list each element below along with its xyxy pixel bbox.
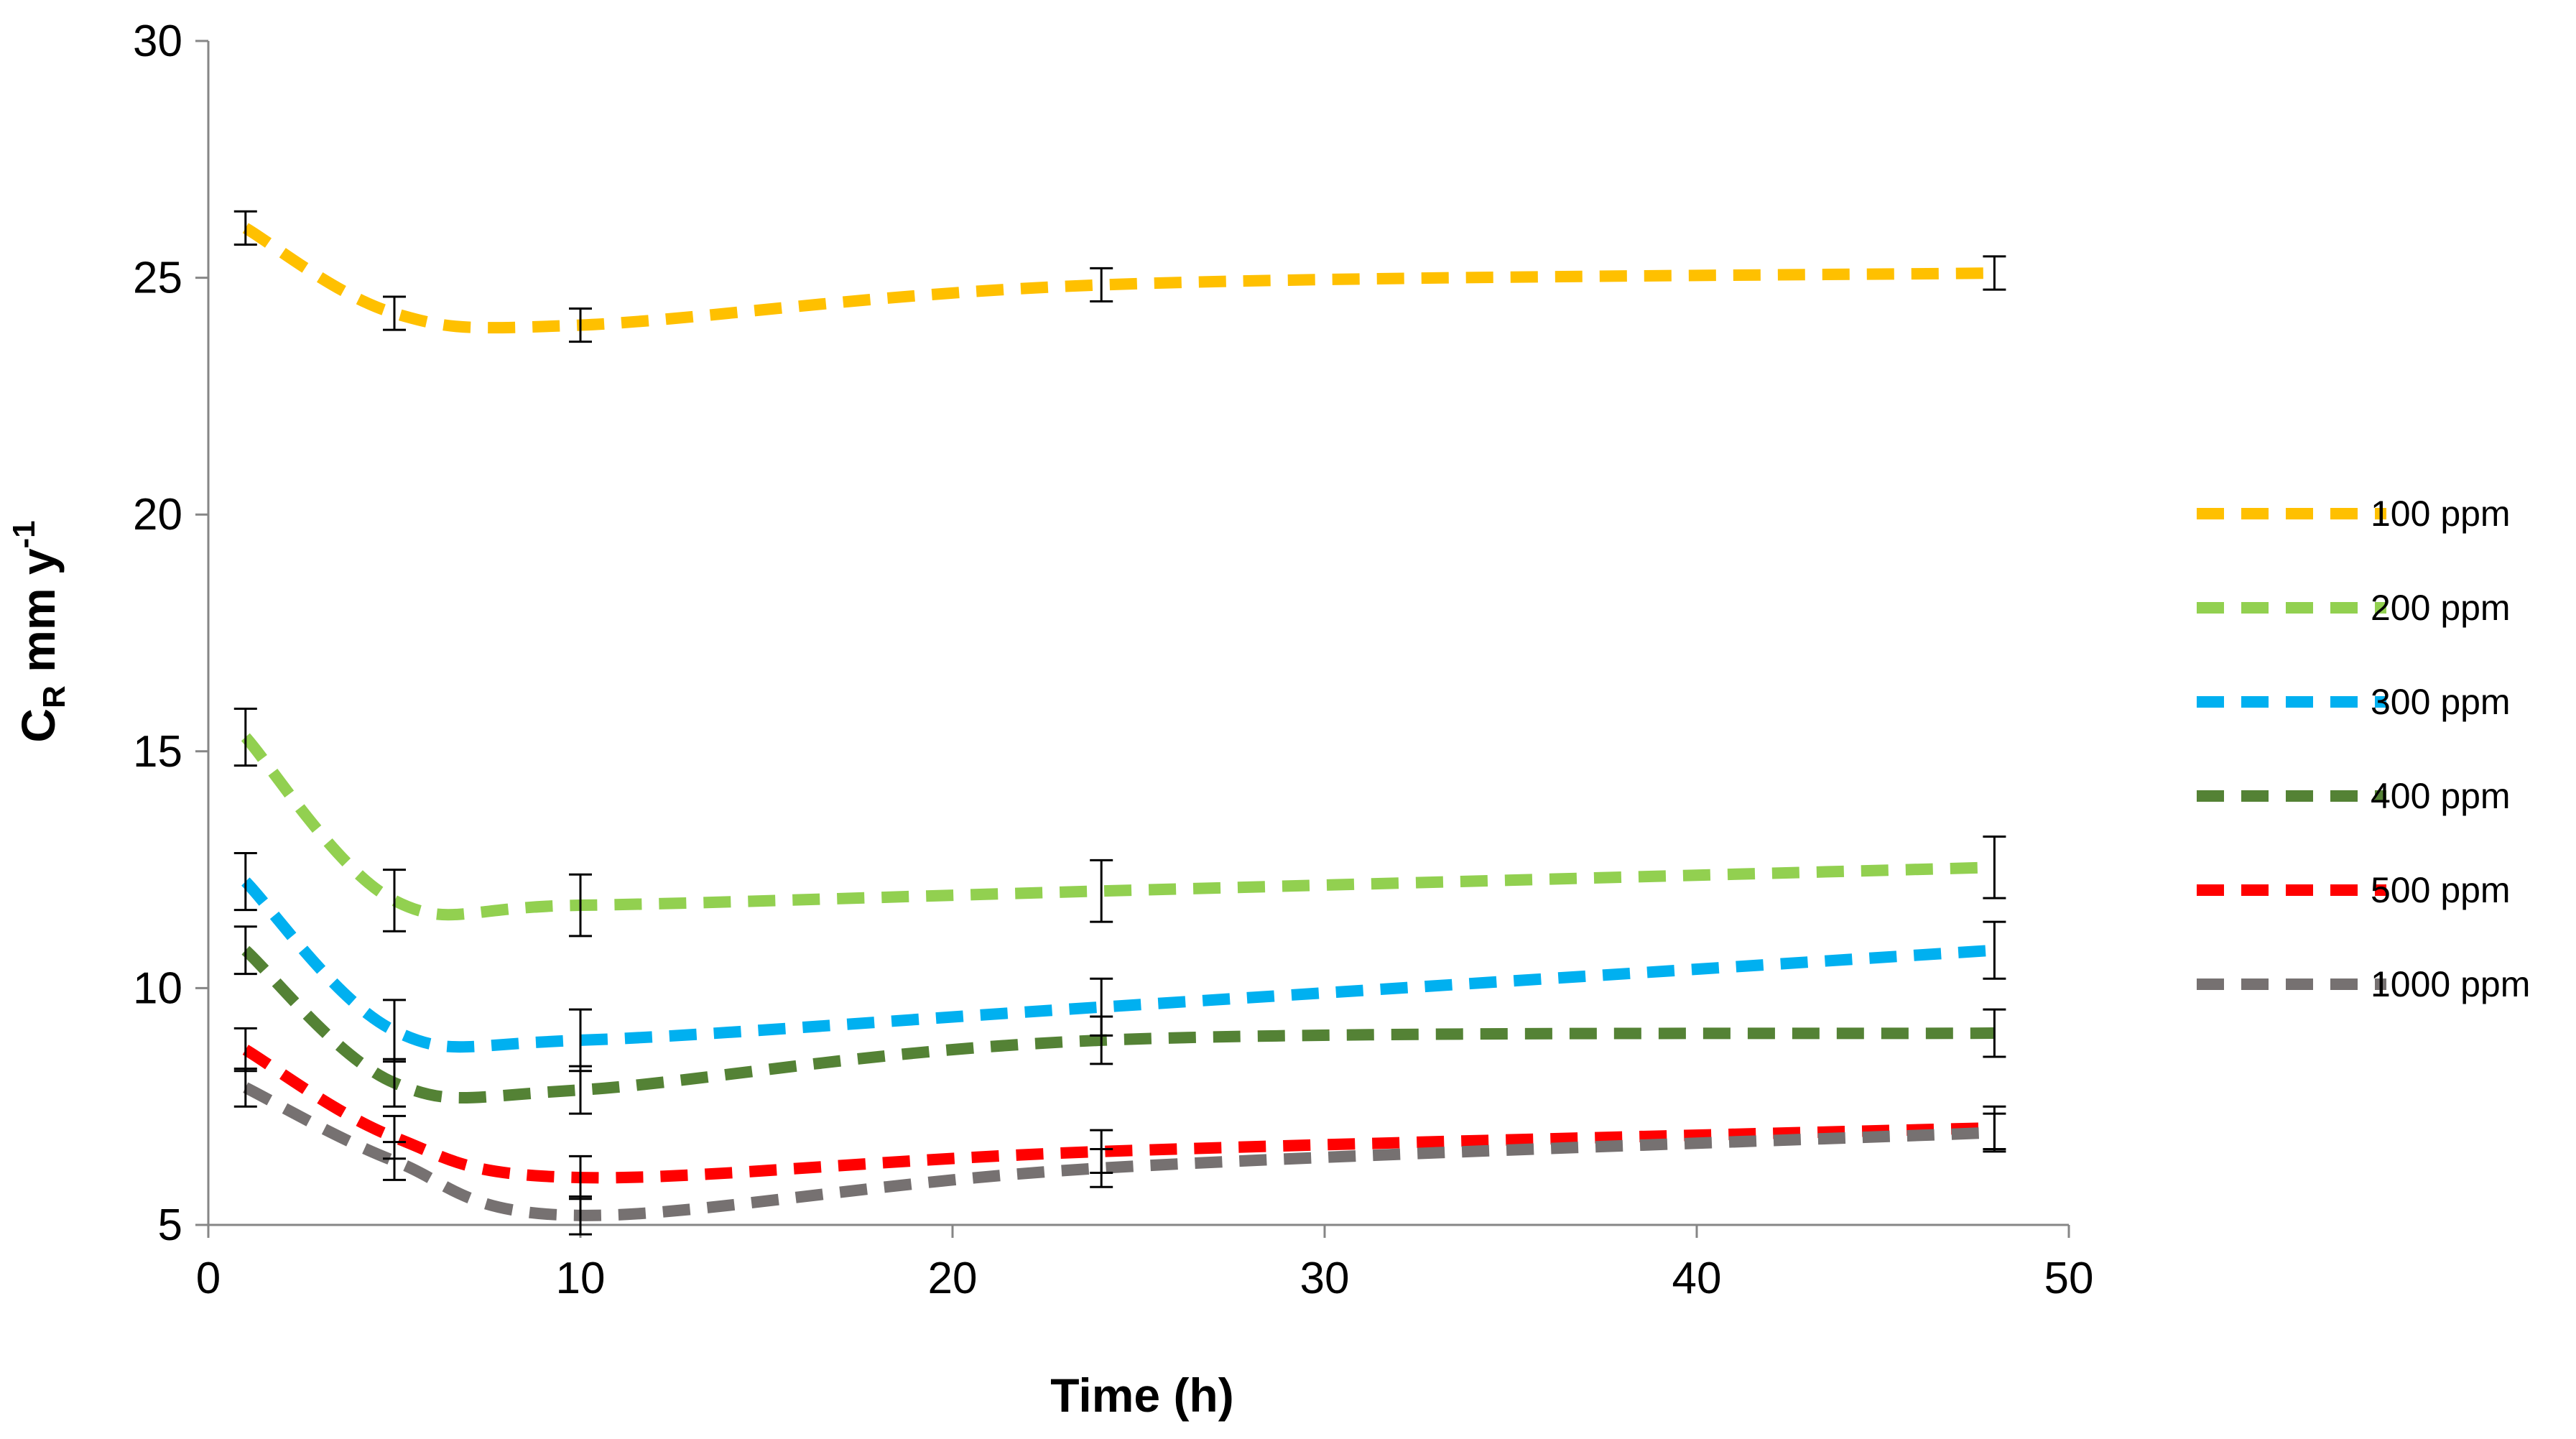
- legend-label: 500 ppm: [2371, 870, 2511, 910]
- error-bars: [233, 210, 2006, 1236]
- series-line-500-ppm: [242, 1045, 1995, 1184]
- series-lines: [241, 223, 1995, 1221]
- legend-item-400-ppm: 400 ppm: [2197, 776, 2511, 816]
- error-bar-200-ppm: [383, 869, 406, 933]
- error-bar-100-ppm: [1983, 255, 2006, 291]
- legend-item-1000-ppm: 1000 ppm: [2197, 964, 2530, 1004]
- series-line-300-ppm: [241, 877, 1995, 1053]
- legend-label: 1000 ppm: [2371, 964, 2530, 1004]
- legend-label: 300 ppm: [2371, 682, 2511, 722]
- axes: 5 10 15 20 25 30 0 10 20 30 40 50: [133, 17, 2093, 1303]
- legend-label: 400 ppm: [2371, 776, 2511, 816]
- x-tick-label: 0: [196, 1254, 221, 1303]
- legend-item-300-ppm: 300 ppm: [2197, 682, 2511, 722]
- y-axis-title-main: C: [11, 708, 65, 743]
- legend-label: 200 ppm: [2371, 588, 2511, 628]
- series-line-1000-ppm: [243, 1082, 1995, 1221]
- series-line-400-ppm: [241, 945, 1995, 1104]
- x-tick-label: 10: [556, 1254, 606, 1303]
- x-tick-label: 40: [1672, 1254, 1722, 1303]
- x-axis-title: Time (h): [1050, 1369, 1233, 1422]
- legend: 100 ppm 200 ppm 300 ppm 400 ppm 500 ppm 1000 …: [2197, 494, 2530, 1004]
- x-tick-label: 30: [1300, 1254, 1350, 1303]
- error-bar-1000-ppm: [1090, 1148, 1113, 1188]
- error-bar-1000-ppm: [1983, 1112, 2006, 1153]
- error-bar-300-ppm: [1983, 920, 2006, 980]
- legend-item-200-ppm: 200 ppm: [2197, 588, 2511, 628]
- y-tick-label: 5: [158, 1200, 182, 1250]
- error-bar-100-ppm: [1090, 267, 1113, 303]
- y-tick-label: 15: [133, 727, 182, 777]
- error-bar-400-ppm: [1983, 1008, 2006, 1058]
- error-bar-400-ppm: [569, 1065, 592, 1115]
- y-axis-title: CR mm y-1: [6, 520, 72, 742]
- series-line-200-ppm: [241, 733, 1995, 921]
- error-bar-100-ppm: [233, 210, 257, 246]
- error-bar-1000-ppm: [233, 1067, 257, 1108]
- x-tick-label: 20: [928, 1254, 978, 1303]
- error-bar-200-ppm: [569, 873, 592, 938]
- x-tick-label: 50: [2044, 1254, 2094, 1303]
- legend-label: 100 ppm: [2371, 494, 2511, 534]
- error-bar-1000-ppm: [383, 1141, 406, 1181]
- error-bar-400-ppm: [383, 1058, 406, 1108]
- error-bar-1000-ppm: [569, 1195, 592, 1236]
- y-axis-title-subscript: R: [37, 685, 72, 708]
- error-bar-100-ppm: [569, 307, 592, 343]
- error-bar-300-ppm: [233, 852, 257, 912]
- error-bar-400-ppm: [233, 925, 257, 976]
- y-tick-label: 25: [133, 254, 182, 303]
- legend-item-500-ppm: 500 ppm: [2197, 870, 2511, 910]
- error-bar-400-ppm: [1090, 1015, 1113, 1065]
- error-bar-100-ppm: [383, 295, 406, 331]
- axis-labels: Time (h) CR mm y-1: [6, 520, 1234, 1422]
- error-bar-200-ppm: [233, 707, 257, 767]
- error-bar-200-ppm: [1983, 835, 2006, 899]
- y-tick-label: 20: [133, 490, 182, 540]
- y-axis-title-rest: mm y: [11, 548, 65, 685]
- y-axis-title-superscript: -1: [6, 520, 42, 548]
- error-bar-200-ppm: [1090, 859, 1113, 923]
- y-tick-label: 30: [133, 17, 182, 66]
- y-tick-label: 10: [133, 963, 182, 1013]
- series-line-100-ppm: [242, 223, 1995, 334]
- legend-item-100-ppm: 100 ppm: [2197, 494, 2511, 534]
